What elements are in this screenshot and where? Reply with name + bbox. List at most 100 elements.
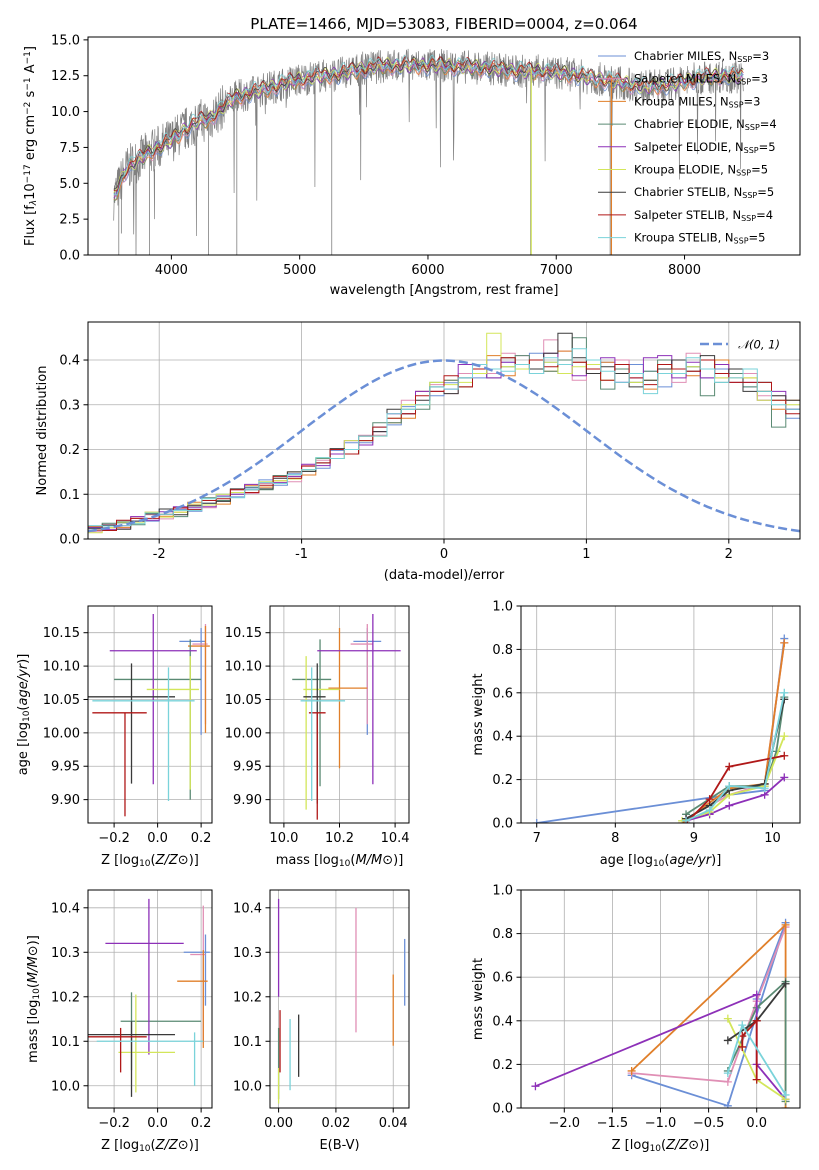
y-tick-label: 0.6 xyxy=(492,686,513,701)
label-superscript: −1 xyxy=(23,51,33,64)
weight-marker xyxy=(752,990,761,999)
x-tick-label: 2 xyxy=(725,547,733,562)
axes-frame xyxy=(87,36,801,256)
residual-histogram xyxy=(88,352,800,539)
weight-line xyxy=(681,642,786,823)
x-tick-label: 0.0 xyxy=(147,1116,168,1131)
label-italic: Z/Z⊙ xyxy=(155,853,189,868)
x-tick-label: 0.04 xyxy=(379,1116,408,1131)
label-part: log xyxy=(630,1138,650,1153)
legend-label: Salpeter MILES, NSSP=3 xyxy=(634,72,768,87)
legend-label: Salpeter ELODIE, NSSP=5 xyxy=(634,140,776,155)
x-tick-label: 5000 xyxy=(283,263,316,278)
y-tick-label: 9.90 xyxy=(233,793,262,808)
y-tick-label: 0.0 xyxy=(492,1102,513,1117)
legend-subscript: SSP xyxy=(745,123,760,132)
y-tick-label: 0.2 xyxy=(59,443,80,458)
x-tick-label: 0 xyxy=(440,547,448,562)
weight-marker xyxy=(627,1066,636,1075)
legend-text: Salpeter ELODIE, N xyxy=(634,140,744,154)
label-part: ] xyxy=(194,853,199,868)
y-tick-label: 10.1 xyxy=(51,1035,80,1050)
y-tick-label: 0.4 xyxy=(492,1014,513,1029)
label-italic: age/yr xyxy=(669,853,712,868)
weight-marker xyxy=(752,1075,761,1084)
age-vs-mass-panel: 10.0 10.2 10.4 9.90 9.95 10.00 10.05 10.10 10.15… xyxy=(225,605,410,869)
y-tick-label: 10.0 xyxy=(51,105,80,120)
model-spectrum xyxy=(113,55,744,190)
legend-text: Salpeter STELIB, N xyxy=(634,208,741,222)
y-tick-label: 15.0 xyxy=(51,33,80,48)
y-tick-label: 1.0 xyxy=(492,884,513,899)
label-part: log xyxy=(16,722,31,742)
label-part: 10 xyxy=(23,183,38,200)
model-spectrum xyxy=(113,54,744,196)
y-tick-label: 12.5 xyxy=(51,69,80,84)
label-part: ) xyxy=(393,853,398,868)
legend-text: =5 xyxy=(749,231,766,245)
y-tick-label: 0.4 xyxy=(492,730,513,745)
weight-marker xyxy=(738,1042,747,1051)
x-axis-label: Z [log10(Z/Z⊙)] xyxy=(101,853,199,869)
weight-marker xyxy=(723,1014,732,1023)
x-tick-label: −0.2 xyxy=(98,1116,130,1131)
x-tick-label: 0.0 xyxy=(147,831,168,846)
weight-marker xyxy=(705,805,714,814)
label-part: mass [ xyxy=(26,1019,41,1062)
weight-marker xyxy=(781,979,790,988)
weight-marker xyxy=(725,782,734,791)
legend-subscript: SSP xyxy=(741,214,756,223)
x-tick-label: -2 xyxy=(153,547,166,562)
x-tick-label: 0.2 xyxy=(191,831,212,846)
label-part: age [ xyxy=(16,742,31,775)
label-part: log xyxy=(119,1138,139,1153)
y-tick-label: 10.2 xyxy=(233,990,262,1005)
label-part: A xyxy=(23,64,38,77)
label-italic: age/yr xyxy=(16,662,31,705)
x-tick-label: 7000 xyxy=(540,263,573,278)
y-tick-label: 10.10 xyxy=(225,660,262,675)
y-tick-label: 7.5 xyxy=(59,141,80,156)
weight-marker xyxy=(723,1077,732,1086)
y-tick-label: 0.4 xyxy=(59,354,80,369)
x-tick-label: −0.5 xyxy=(693,1116,725,1131)
legend-text: Chabrier STELIB, N xyxy=(634,185,742,199)
legend-label: Kroupa MILES, NSSP=3 xyxy=(634,94,760,109)
y-axis-label: mass [log10(M/M⊙)] xyxy=(26,935,42,1063)
y-tick-label: 2.5 xyxy=(59,213,80,228)
label-part: ] xyxy=(23,46,38,51)
x-tick-label: 10.4 xyxy=(381,831,410,846)
x-tick-label: −1.0 xyxy=(645,1116,677,1131)
label-part: ) xyxy=(16,659,31,664)
label-part: ] xyxy=(716,853,721,868)
label-part: ] xyxy=(194,1138,199,1153)
legend-text: Salpeter MILES, N xyxy=(634,72,736,86)
y-tick-label: 10.4 xyxy=(233,901,262,916)
legend-label: Salpeter STELIB, NSSP=4 xyxy=(634,208,773,223)
axes-frame xyxy=(87,889,213,1109)
y-tick-label: 10.3 xyxy=(233,946,262,961)
axes-frame xyxy=(520,889,801,1109)
weight-marker xyxy=(532,819,541,823)
legend-subscript: SSP xyxy=(742,191,757,200)
y-tick-label: 0.8 xyxy=(492,643,513,658)
legend-text: =4 xyxy=(756,208,773,222)
label-part: ( xyxy=(16,706,31,711)
x-tick-label: 8000 xyxy=(668,263,701,278)
y-tick-label: 0.8 xyxy=(492,927,513,942)
weight-marker xyxy=(682,816,691,823)
x-tick-label: 10.0 xyxy=(269,831,298,846)
label-superscript: −2 xyxy=(23,102,33,115)
model-spectrum xyxy=(113,56,744,192)
x-tick-label: 10.2 xyxy=(325,831,354,846)
x-tick-label: 7 xyxy=(533,831,541,846)
residuals-panel: -2 -1 0 1 2 0.0 0.1 0.2 0.3 0.4 𝒩(0, 1) (data-model… xyxy=(35,321,801,583)
legend-text: =5 xyxy=(757,185,774,199)
legend-text: Kroupa MILES, N xyxy=(634,94,729,108)
y-axis-label: Normed distribution xyxy=(35,366,50,496)
label-subscript: 10 xyxy=(650,1144,662,1154)
legend-label: Chabrier MILES, NSSP=3 xyxy=(634,49,769,64)
legend-label: Kroupa ELODIE, NSSP=5 xyxy=(634,163,768,178)
label-part: erg cm xyxy=(23,115,38,164)
y-tick-label: 0.0 xyxy=(59,249,80,264)
